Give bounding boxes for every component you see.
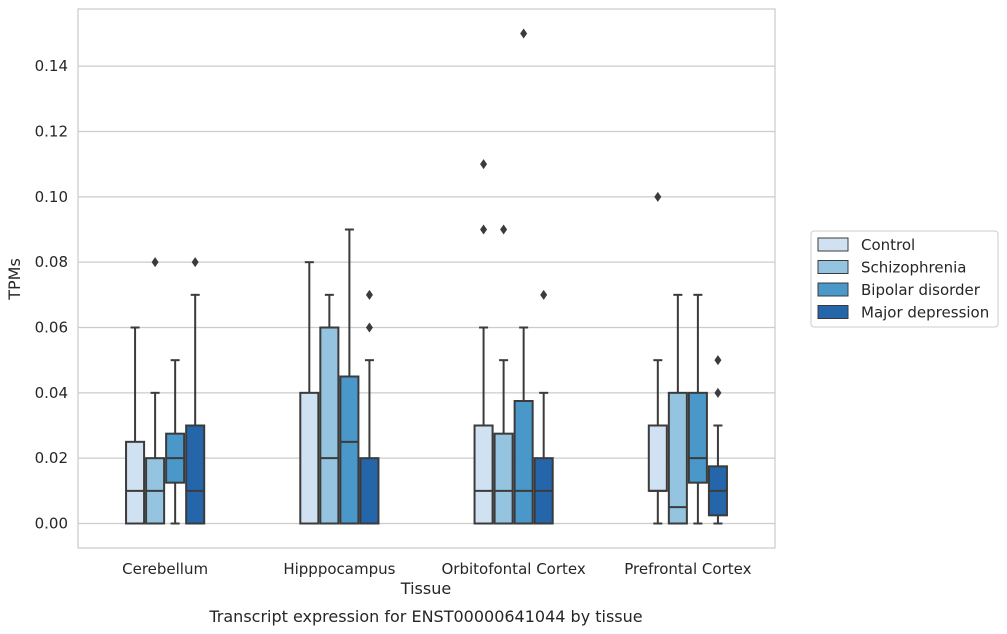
- x-tick-label: Hipppocampus: [283, 560, 395, 578]
- outlier-point: [151, 257, 159, 268]
- box-body: [359, 457, 380, 525]
- box-bipolar-disorder: [687, 293, 708, 525]
- legend-label: Schizophrenia: [861, 259, 966, 277]
- box-schizophrenia: [493, 224, 514, 525]
- box-schizophrenia: [667, 293, 688, 525]
- legend-frame: [810, 230, 999, 328]
- box-major-depression: [533, 289, 554, 525]
- outlier-point: [714, 387, 722, 398]
- outlier-point: [654, 191, 662, 202]
- box-body: [319, 326, 340, 525]
- box-major-depression: [707, 355, 728, 525]
- legend-swatch: [817, 260, 849, 274]
- x-tick-labels: Cerebellum Hipppocampus Orbitofontal Corte…: [122, 560, 751, 578]
- box-bipolar-disorder: [339, 228, 360, 525]
- plot-frame: [77, 8, 776, 549]
- outlier-point: [480, 159, 488, 170]
- outlier-point: [365, 289, 373, 300]
- box-body: [647, 424, 668, 492]
- y-tick-label: 0.08: [35, 253, 68, 271]
- x-tick-label: Prefrontal Cortex: [624, 560, 751, 578]
- y-tick-label: 0.06: [35, 319, 68, 337]
- legend-label: Control: [861, 236, 915, 254]
- outlier-point: [500, 224, 508, 235]
- outlier-point: [520, 28, 528, 39]
- legend-swatch: [817, 237, 849, 252]
- box-body: [687, 391, 708, 484]
- box-control: [125, 326, 146, 525]
- y-tick-label: 0.00: [35, 515, 68, 533]
- x-tick-label: Orbitofontal Cortex: [442, 560, 586, 578]
- outlier-point: [540, 289, 548, 300]
- y-tick-label: 0.14: [35, 57, 68, 75]
- y-tick-label: 0.02: [35, 449, 68, 467]
- box-schizophrenia: [319, 293, 340, 525]
- legend-swatch: [817, 305, 849, 319]
- box-major-depression: [359, 289, 380, 525]
- outlier-point: [480, 224, 488, 235]
- legend-swatch: [817, 282, 849, 297]
- y-tick-label: 0.12: [35, 123, 68, 141]
- legend-label: Bipolar disorder: [861, 281, 981, 299]
- box-body: [473, 424, 494, 525]
- box-body: [339, 375, 360, 525]
- box-body: [125, 440, 146, 525]
- box-body: [299, 391, 320, 525]
- box-control: [473, 159, 494, 525]
- outlier-point: [365, 322, 373, 333]
- box-body: [185, 424, 206, 525]
- box-schizophrenia: [145, 257, 166, 525]
- figure-caption: Transcript expression for ENST0000064104…: [208, 607, 642, 626]
- box-series: [125, 28, 728, 525]
- box-body: [513, 400, 534, 525]
- box-control: [647, 191, 668, 525]
- box-body: [667, 391, 688, 525]
- y-axis-label: TPMs: [5, 258, 24, 301]
- y-tick-label: 0.10: [35, 188, 68, 206]
- outlier-point: [714, 355, 722, 366]
- x-axis-label: Tissue: [400, 579, 451, 598]
- box-body: [493, 432, 514, 525]
- x-tick-label: Cerebellum: [122, 560, 208, 578]
- legend: Control Schizophrenia Bipolar disorder Majo…: [810, 230, 999, 328]
- box-major-depression: [185, 257, 206, 525]
- y-tick-label: 0.04: [35, 384, 68, 402]
- box-control: [299, 261, 320, 525]
- legend-label: Major depression: [861, 304, 989, 322]
- box-bipolar-disorder: [165, 359, 186, 525]
- y-tick-labels: 0.00 0.02 0.04 0.06 0.08 0.10 0.12 0.14: [35, 57, 68, 532]
- outlier-point: [191, 257, 199, 268]
- box-bipolar-disorder: [513, 28, 534, 525]
